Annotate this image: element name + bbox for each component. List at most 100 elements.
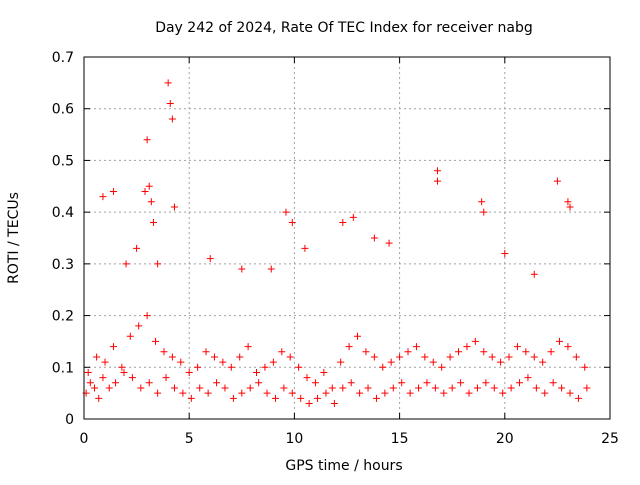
data-point (210, 353, 218, 361)
data-point (370, 234, 378, 242)
data-point (286, 353, 294, 361)
data-point (143, 136, 151, 144)
data-point (516, 379, 524, 387)
data-point (505, 353, 513, 361)
data-point (194, 363, 202, 371)
data-point (433, 177, 441, 185)
data-point (446, 353, 454, 361)
data-point (339, 218, 347, 226)
data-point (91, 384, 99, 392)
x-tick-label: 5 (185, 431, 194, 447)
data-point (109, 343, 117, 351)
data-point (185, 368, 193, 376)
data-point (213, 379, 221, 387)
data-point (238, 265, 246, 273)
data-point (206, 255, 214, 263)
data-point (513, 343, 521, 351)
data-point (524, 374, 532, 382)
data-point (86, 379, 94, 387)
data-point (320, 368, 328, 376)
data-point (471, 337, 479, 345)
data-point (421, 353, 429, 361)
data-point (95, 394, 103, 402)
data-point (364, 384, 372, 392)
data-point (246, 384, 254, 392)
data-point (429, 358, 437, 366)
data-point (147, 198, 155, 206)
data-point (135, 322, 143, 330)
data-point (490, 384, 498, 392)
y-tick-label: 0.1 (52, 360, 74, 376)
data-point (564, 343, 572, 351)
data-point (362, 348, 370, 356)
data-point (507, 384, 515, 392)
data-point (253, 368, 261, 376)
data-point (170, 384, 178, 392)
data-point (282, 208, 290, 216)
data-point (440, 389, 448, 397)
data-point (530, 270, 538, 278)
data-point (322, 389, 330, 397)
y-axis-label: ROTI / TECUs (6, 192, 22, 284)
data-point (581, 363, 589, 371)
data-point (101, 358, 109, 366)
data-point (278, 348, 286, 356)
data-point (122, 260, 130, 268)
x-tick-label: 15 (391, 431, 409, 447)
data-point (547, 348, 555, 356)
data-point (105, 384, 113, 392)
plot-frame (83, 56, 611, 420)
data-point (269, 358, 277, 366)
data-point (255, 379, 263, 387)
data-point (168, 115, 176, 123)
data-point (170, 203, 178, 211)
y-tick-label: 0.4 (52, 205, 74, 221)
data-point (448, 384, 456, 392)
data-point (396, 353, 404, 361)
y-tick-label: 0.2 (52, 309, 74, 325)
data-point (164, 79, 172, 87)
data-point (288, 389, 296, 397)
data-point (154, 260, 162, 268)
x-axis-label: GPS time / hours (285, 458, 402, 474)
data-point (438, 363, 446, 371)
data-point (93, 353, 101, 361)
data-point (482, 379, 490, 387)
data-point (522, 348, 530, 356)
data-point (345, 343, 353, 351)
data-point (370, 353, 378, 361)
data-point (412, 343, 420, 351)
data-point (372, 394, 380, 402)
data-point (152, 337, 160, 345)
data-point (457, 379, 465, 387)
data-point (530, 353, 538, 361)
x-tick-label: 20 (496, 431, 514, 447)
data-point (271, 394, 279, 402)
data-point (154, 389, 162, 397)
data-point (583, 384, 591, 392)
data-point (295, 363, 303, 371)
data-point (162, 374, 170, 382)
data-point (84, 368, 92, 376)
data-point (99, 193, 107, 201)
data-point (288, 218, 296, 226)
data-point (328, 384, 336, 392)
data-point (553, 177, 561, 185)
data-point (261, 363, 269, 371)
data-point (499, 389, 507, 397)
data-point (229, 394, 237, 402)
data-point (463, 343, 471, 351)
data-point (303, 374, 311, 382)
data-point (280, 384, 288, 392)
data-point (566, 389, 574, 397)
data-point (539, 358, 547, 366)
x-tick-label: 25 (601, 431, 619, 447)
data-point (330, 399, 338, 407)
data-point (356, 389, 364, 397)
data-point (204, 389, 212, 397)
data-point (160, 348, 168, 356)
axis-ticks: 0 5 10 15 20 25 0 0.1 0.2 0.3 0.4 0.5 0.6 0.7 (52, 50, 619, 447)
data-point (145, 379, 153, 387)
data-point (112, 379, 120, 387)
